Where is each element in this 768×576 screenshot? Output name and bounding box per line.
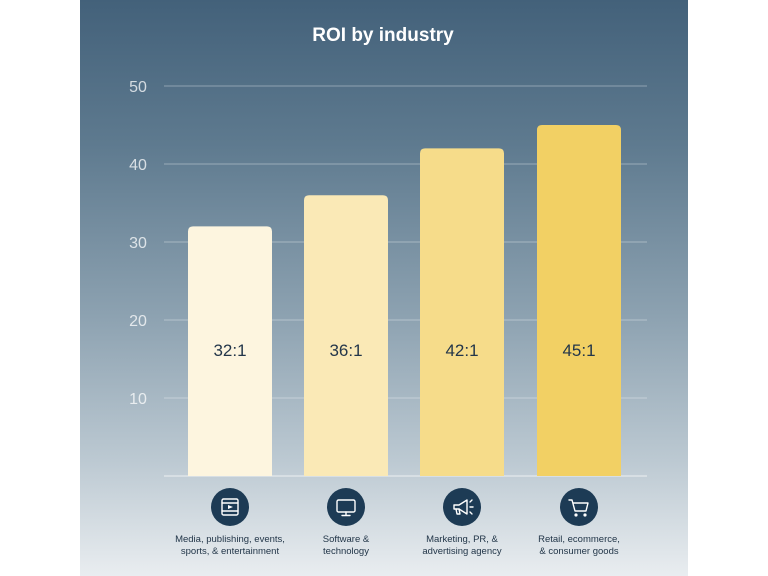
y-tick-label-30: 30: [129, 235, 147, 252]
y-tick-label-10: 10: [129, 391, 147, 408]
chart-title: ROI by industry: [312, 25, 454, 46]
y-tick-label-20: 20: [129, 313, 147, 330]
y-tick-label-40: 40: [129, 157, 147, 174]
data-label-2: 36:1: [329, 341, 362, 360]
roi-bar-chart: ROI by industry 10 20 30 40 50 32:1 Media, pu…: [129, 25, 647, 557]
bar-4: [537, 125, 621, 476]
megaphone-icon: [443, 488, 481, 526]
y-tick-label-50: 50: [129, 79, 147, 96]
category-label-2-line-1: Software &: [323, 534, 370, 545]
category-label-4-line-1: Retail, ecommerce,: [538, 534, 620, 545]
shopping-cart-icon: [560, 488, 598, 526]
media-player-icon: [211, 488, 249, 526]
bar-2: [304, 195, 388, 476]
category-label-1-line-1: Media, publishing, events,: [175, 534, 285, 545]
chart-panel: ROI by industry 10 20 30 40 50 32:1 Media, pu…: [80, 0, 688, 576]
data-label-3: 42:1: [445, 341, 478, 360]
category-label-3-line-2: advertising agency: [422, 546, 501, 557]
bar-3: [420, 148, 504, 476]
category-label-2-line-2: technology: [323, 546, 369, 557]
bar-1: [188, 226, 272, 476]
data-label-1: 32:1: [213, 341, 246, 360]
category-label-3-line-1: Marketing, PR, &: [426, 534, 498, 545]
data-label-4: 45:1: [562, 341, 595, 360]
category-label-4-line-2: & consumer goods: [539, 546, 618, 557]
monitor-icon: [327, 488, 365, 526]
category-label-1-line-2: sports, & entertainment: [181, 546, 280, 557]
